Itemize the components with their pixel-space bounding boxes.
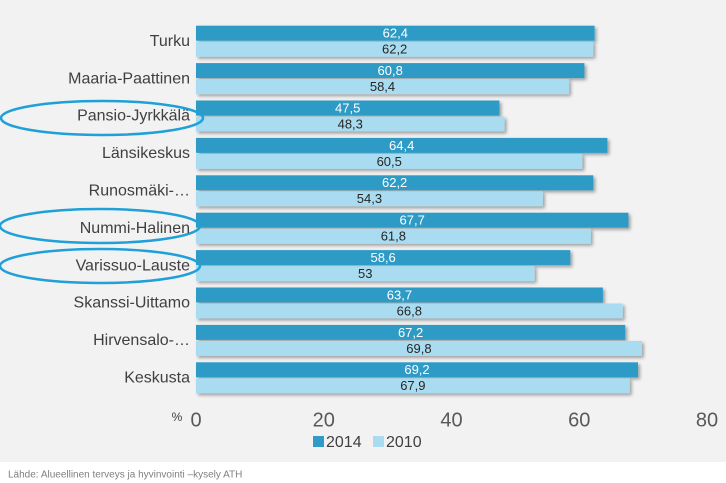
y-tick-label: Varissuo-Lauste — [76, 257, 191, 274]
value-label: 60,5 — [377, 154, 402, 169]
value-label: 64,4 — [389, 138, 414, 153]
value-label: 47,5 — [335, 100, 360, 115]
bar — [196, 25, 595, 41]
value-label: 67,2 — [398, 325, 423, 340]
value-label: 67,9 — [400, 378, 425, 393]
x-tick-label: 60 — [568, 409, 590, 431]
bar — [196, 191, 543, 207]
y-tick-label: Hirvensalo-… — [93, 332, 190, 349]
bar — [196, 340, 642, 356]
value-label: 67,7 — [400, 213, 425, 228]
bar — [196, 303, 623, 319]
bar — [196, 137, 608, 153]
bar — [196, 63, 585, 79]
bar — [196, 228, 591, 244]
highlight-ellipse — [0, 99, 205, 137]
bar — [196, 324, 626, 340]
legend-swatch — [373, 436, 384, 447]
value-label: 61,8 — [381, 229, 406, 244]
legend-label: 2014 — [326, 434, 362, 451]
source-note: Lähde: Alueellinen terveys ja hyvinvoint… — [8, 470, 242, 481]
value-label: 62,4 — [383, 26, 408, 41]
bar — [196, 250, 571, 266]
value-label: 69,8 — [406, 341, 431, 356]
highlight-ellipse — [0, 207, 202, 245]
x-axis-label: % — [172, 410, 183, 424]
x-tick-label: 40 — [440, 409, 462, 431]
value-label: 53 — [358, 266, 372, 281]
x-tick-label: 0 — [190, 409, 201, 431]
value-label: 58,4 — [370, 79, 395, 94]
value-label: 48,3 — [338, 116, 363, 131]
bar — [196, 100, 500, 116]
value-label: 63,7 — [387, 287, 412, 302]
bar — [196, 362, 639, 378]
value-label: 60,8 — [378, 63, 403, 78]
y-tick-label: Maaria-Paattinen — [68, 70, 190, 87]
value-label: 54,3 — [357, 191, 382, 206]
bar — [196, 175, 594, 191]
bar — [196, 79, 570, 95]
legend-label: 2010 — [386, 434, 422, 451]
value-label: 58,6 — [370, 250, 395, 265]
value-label: 69,2 — [404, 362, 429, 377]
y-tick-label: Runosmäki-… — [89, 183, 190, 200]
bar — [196, 266, 535, 282]
bar — [196, 287, 603, 303]
value-label: 66,8 — [397, 303, 422, 318]
bar — [196, 41, 594, 57]
y-tick-label: Pansio-Jyrkkälä — [77, 108, 190, 125]
value-label: 62,2 — [382, 175, 407, 190]
highlights — [0, 99, 205, 285]
value-label: 62,2 — [382, 42, 407, 57]
bar — [196, 212, 629, 228]
bar — [196, 378, 630, 394]
plot-area — [196, 25, 642, 394]
y-tick-label: Keskusta — [124, 370, 190, 387]
x-tick-label: 20 — [313, 409, 335, 431]
x-tick-label: 80 — [696, 409, 718, 431]
legend-swatch — [313, 436, 324, 447]
bar — [196, 116, 505, 132]
y-tick-label: Nummi-Halinen — [80, 220, 190, 237]
highlight-ellipse — [0, 247, 202, 285]
y-tick-label: Turku — [150, 33, 190, 50]
bar — [196, 153, 583, 169]
y-tick-label: Skanssi-Uittamo — [74, 295, 191, 312]
y-tick-label: Länsikeskus — [102, 145, 190, 162]
